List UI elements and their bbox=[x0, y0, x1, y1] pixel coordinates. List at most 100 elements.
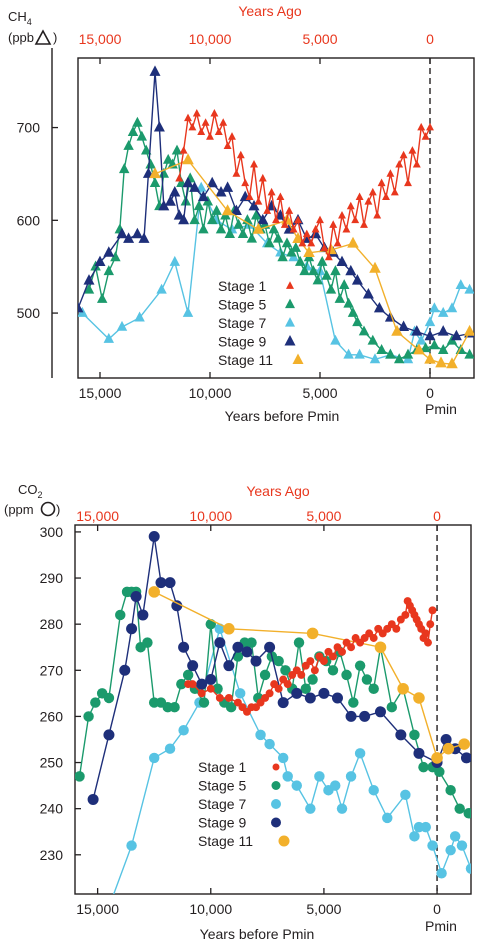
ch4-data-point bbox=[237, 228, 249, 239]
ch4-ylabel-close: ) bbox=[53, 30, 57, 45]
ch4-data-point bbox=[333, 238, 342, 247]
co2-data-point bbox=[445, 784, 456, 796]
ch4-data-point bbox=[298, 238, 307, 247]
ch4-data-point bbox=[355, 192, 364, 200]
ch4-ylabel-triangle-icon bbox=[34, 29, 52, 45]
ch4-series-line bbox=[178, 111, 431, 260]
co2-ytick-label: 230 bbox=[40, 847, 64, 863]
co2-data-point bbox=[178, 641, 190, 653]
ch4-data-point bbox=[360, 220, 368, 228]
ch4-data-point bbox=[153, 121, 165, 132]
ch4-data-point bbox=[312, 274, 324, 285]
ch4-data-point bbox=[232, 169, 241, 177]
ch4-data-point bbox=[280, 220, 289, 228]
ch4-data-point bbox=[424, 352, 436, 364]
ch4-data-point bbox=[162, 153, 174, 164]
ch4-data-point bbox=[263, 206, 272, 214]
co2-ylabel-circle-icon bbox=[40, 501, 56, 517]
ch4-legend-marker bbox=[285, 317, 295, 327]
ch4-data-point bbox=[198, 223, 209, 234]
co2-ytick-label: 280 bbox=[40, 616, 64, 632]
co2-data-point bbox=[115, 609, 126, 621]
ch4-data-point bbox=[330, 265, 341, 276]
co2-data-point bbox=[306, 657, 315, 666]
ch4-data-point bbox=[294, 215, 302, 224]
ch4-data-point bbox=[127, 126, 139, 136]
co2-data-point bbox=[283, 680, 292, 689]
ch4-data-point bbox=[377, 178, 386, 187]
co2-data-point bbox=[264, 641, 276, 653]
ch4-data-point bbox=[302, 229, 311, 238]
ch4-data-point bbox=[308, 265, 319, 276]
ch4-data-point bbox=[421, 132, 430, 140]
co2-data-point bbox=[413, 692, 425, 704]
ch4-legend-label: Stage 5 bbox=[218, 297, 266, 313]
ch4-data-point bbox=[182, 306, 194, 317]
ch4-data-point bbox=[169, 255, 181, 266]
ch4-data-point bbox=[222, 181, 234, 192]
ch4-data-point bbox=[437, 306, 449, 317]
co2-data-point bbox=[460, 752, 471, 764]
ch4-data-point bbox=[233, 218, 244, 229]
ch4-data-point bbox=[149, 177, 161, 187]
co2-data-point bbox=[198, 697, 210, 708]
co2-legend-marker bbox=[271, 781, 281, 790]
co2-data-point bbox=[306, 627, 319, 640]
ch4-data-point bbox=[367, 334, 379, 345]
co2-data-point bbox=[155, 577, 167, 589]
co2-legend: Stage 1 Stage 5 Stage 7 Stage 9 Stage 11 bbox=[198, 759, 290, 849]
co2-series-stage-9 bbox=[87, 531, 471, 805]
ch4-data-point bbox=[373, 211, 382, 219]
ch4-data-point bbox=[281, 237, 293, 248]
co2-ylabel: CO2 bbox=[18, 482, 43, 500]
co2-data-point bbox=[361, 674, 373, 685]
ch4-data-point bbox=[254, 197, 263, 205]
co2-data-point bbox=[90, 697, 101, 708]
ch4-data-point bbox=[437, 325, 449, 336]
co2-data-point bbox=[250, 655, 262, 667]
ch4-data-point bbox=[248, 199, 260, 211]
ch4-data-point bbox=[103, 246, 115, 257]
ch4-data-point bbox=[230, 204, 242, 216]
ch4-data-point bbox=[197, 190, 209, 202]
ch4-data-point bbox=[236, 150, 245, 159]
ch4-legend-label: Stage 9 bbox=[218, 334, 266, 350]
ch4-data-point bbox=[219, 118, 228, 126]
ch4-toptick-label: 0 bbox=[426, 31, 434, 47]
ch4-data-point bbox=[250, 160, 258, 168]
co2-data-point bbox=[426, 620, 435, 629]
co2-data-point bbox=[413, 747, 425, 759]
co2-data-point bbox=[103, 692, 115, 704]
ch4-data-point bbox=[210, 108, 219, 117]
co2-data-point bbox=[164, 577, 176, 589]
co2-data-point bbox=[246, 637, 257, 648]
ch4-data-point bbox=[171, 144, 183, 155]
ch4-data-point bbox=[412, 160, 421, 168]
ch4-xtick-label: 15,000 bbox=[79, 385, 122, 401]
co2-data-point bbox=[196, 678, 208, 690]
ch4-data-point bbox=[211, 204, 222, 215]
ch4-data-point bbox=[224, 228, 236, 239]
co2-data-point bbox=[87, 793, 99, 805]
co2-data-point bbox=[277, 752, 289, 764]
ch4-data-point bbox=[83, 274, 95, 285]
co2-data-point bbox=[368, 784, 379, 796]
co2-data-point bbox=[336, 803, 348, 814]
ch4-data-point bbox=[310, 227, 322, 239]
ch4-data-point bbox=[214, 127, 223, 136]
co2-xlabel: Years before Pmin bbox=[200, 926, 315, 942]
ch4-data-point bbox=[398, 320, 410, 331]
ch4-data-point bbox=[307, 238, 316, 247]
co2-ytick-label: 300 bbox=[40, 524, 64, 540]
ch4-data-point bbox=[330, 334, 341, 345]
ch4-ytick-label: 500 bbox=[17, 305, 41, 321]
co2-data-point bbox=[148, 752, 160, 764]
ch4-data-point bbox=[94, 255, 106, 267]
co2-data-point bbox=[327, 665, 339, 676]
co2-data-point bbox=[436, 868, 447, 879]
co2-data-point bbox=[234, 688, 246, 699]
co2-ytick-label: 260 bbox=[40, 708, 64, 724]
co2-data-point bbox=[255, 729, 266, 741]
ch4-legend-label: Stage 1 bbox=[218, 278, 266, 294]
ch4-data-point bbox=[246, 232, 258, 243]
